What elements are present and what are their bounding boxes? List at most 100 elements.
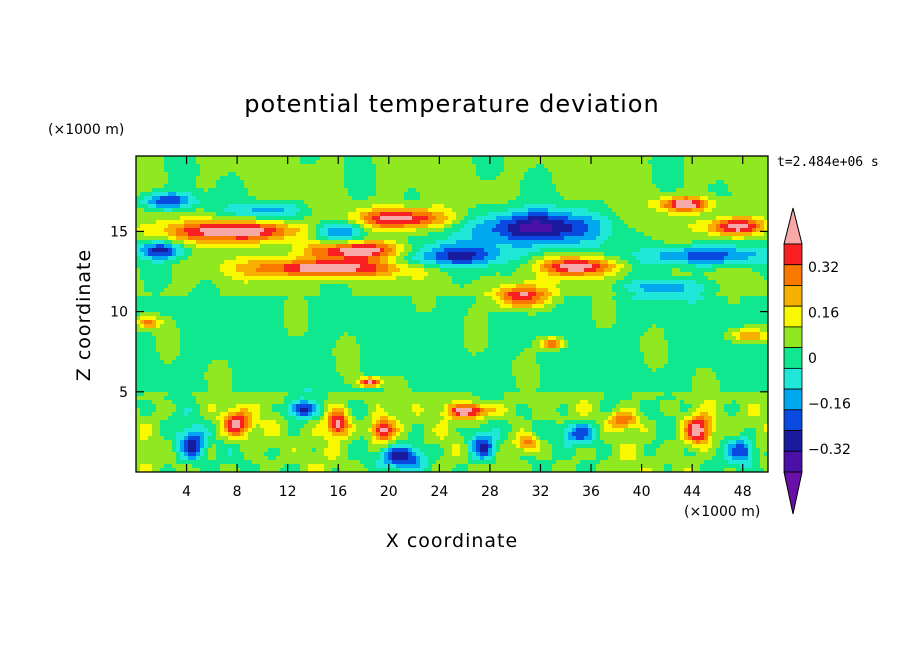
contour-cell (276, 228, 281, 233)
contour-cell (372, 216, 377, 221)
contour-cell (232, 240, 237, 245)
contour-cell (480, 244, 485, 249)
contour-cell (624, 272, 629, 277)
contour-cell (692, 212, 697, 217)
contour-cell (156, 248, 161, 253)
contour-cell (276, 180, 281, 185)
contour-cell (408, 264, 413, 269)
contour-cell (356, 268, 361, 273)
contour-cell (348, 276, 353, 281)
contour-cell (588, 252, 593, 257)
contour-cell (692, 224, 697, 229)
contour-cell (200, 276, 205, 281)
contour-cell (140, 264, 145, 269)
contour-cell (540, 224, 545, 229)
contour-cell (716, 184, 721, 189)
contour-cell (520, 240, 525, 245)
contour-cell (612, 268, 617, 273)
contour-cell (512, 236, 517, 241)
contour-cell (236, 176, 241, 181)
contour-cell (468, 176, 473, 181)
contour-cell (324, 252, 329, 257)
contour-cell (364, 168, 369, 173)
contour-cell (432, 180, 437, 185)
contour-cell (560, 184, 565, 189)
contour-cell (436, 176, 441, 181)
contour-cell (364, 280, 369, 285)
contour-cell (540, 228, 545, 233)
contour-cell (676, 164, 681, 169)
contour-cell (164, 248, 169, 253)
contour-cell (576, 268, 581, 273)
contour-cell (524, 268, 529, 273)
contour-cell (640, 240, 645, 245)
contour-cell (520, 208, 525, 213)
contour-cell (276, 276, 281, 281)
contour-cell (384, 272, 389, 277)
contour-cell (404, 204, 409, 209)
contour-cell (384, 256, 389, 261)
contour-cell (400, 216, 405, 221)
contour-cell (552, 252, 557, 257)
contour-cell (572, 240, 577, 245)
contour-cell (600, 224, 605, 229)
contour-cell (680, 164, 685, 169)
contour-cell (360, 252, 365, 257)
contour-cell (564, 192, 569, 197)
contour-cell (156, 192, 161, 197)
contour-cell (320, 280, 325, 285)
contour-cell (312, 168, 317, 173)
contour-cell (420, 192, 425, 197)
contour-cell (220, 268, 225, 273)
contour-cell (180, 160, 185, 165)
contour-cell (688, 268, 693, 273)
contour-cell (328, 200, 333, 205)
contour-cell (204, 184, 209, 189)
contour-cell (272, 188, 277, 193)
contour-cell (536, 268, 541, 273)
contour-cell (488, 252, 493, 257)
contour-cell (268, 192, 273, 197)
contour-cell (452, 212, 457, 217)
contour-cell (360, 172, 365, 177)
contour-cell (356, 216, 361, 221)
contour-cell (660, 212, 665, 217)
contour-cell (244, 156, 249, 161)
contour-cell (284, 244, 289, 249)
contour-cell (564, 208, 569, 213)
contour-cell (396, 184, 401, 189)
contour-cell (260, 164, 265, 169)
contour-cell (652, 160, 657, 165)
contour-cell (212, 176, 217, 181)
contour-cell (596, 172, 601, 177)
contour-cell (568, 172, 573, 177)
contour-cell (532, 200, 537, 205)
contour-cell (176, 244, 181, 249)
contour-cell (748, 220, 753, 225)
contour-cell (724, 188, 729, 193)
contour-cell (332, 212, 337, 217)
contour-cell (268, 236, 273, 241)
contour-cell (344, 200, 349, 205)
contour-cell (216, 228, 221, 233)
contour-cell (552, 160, 557, 165)
contour-cell (188, 204, 193, 209)
contour-cell (304, 264, 309, 269)
contour-cell (244, 204, 249, 209)
contour-cell (516, 172, 521, 177)
contour-cell (400, 180, 405, 185)
contour-cell (700, 236, 705, 241)
contour-cell (408, 228, 413, 233)
contour-cell (288, 260, 293, 265)
contour-cell (500, 188, 505, 193)
contour-cell (632, 228, 637, 233)
contour-cell (420, 196, 425, 201)
contour-cell (500, 224, 505, 229)
contour-cell (420, 232, 425, 237)
contour-cell (552, 260, 557, 265)
contour-cell (424, 176, 429, 181)
contour-cell (312, 248, 317, 253)
contour-cell (416, 212, 421, 217)
contour-cell (636, 240, 641, 245)
contour-cell (296, 252, 301, 257)
